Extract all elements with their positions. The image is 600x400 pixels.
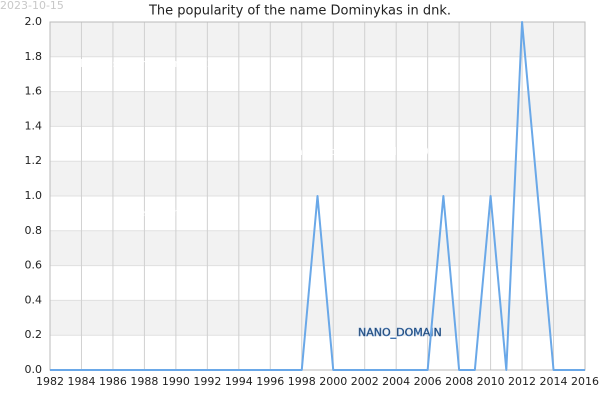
x-tick-label: 1998 [288, 375, 316, 388]
y-tick-label: 1.0 [25, 189, 43, 202]
x-tick-label: 2000 [319, 375, 347, 388]
chart-title: The popularity of the name Dominykas in … [148, 4, 451, 19]
x-tick-label: 1984 [67, 375, 95, 388]
x-tick-label: 2004 [382, 375, 410, 388]
x-tick-label: 1986 [99, 375, 127, 388]
x-tick-label: 2012 [508, 375, 536, 388]
plot-frame [49, 21, 586, 371]
grid-band [50, 161, 585, 196]
x-tick-label: 2010 [477, 375, 505, 388]
y-tick-label: 1.6 [25, 85, 43, 98]
y-tick-label: 2.0 [25, 15, 43, 28]
x-tick-label: 1982 [36, 375, 64, 388]
x-tick-label: 2006 [414, 375, 442, 388]
watermark: Names of the World © 2023 [80, 57, 235, 70]
y-tick-label: 0.0 [25, 363, 43, 376]
grid-band [50, 300, 585, 336]
grid-band [50, 230, 585, 266]
grid-band [50, 22, 585, 57]
x-tick-label: 1994 [225, 375, 253, 388]
x-tick-label: 2016 [571, 375, 599, 388]
date-stamp: 2023-10-15 [0, 0, 64, 12]
y-tick-label: 0.6 [25, 259, 43, 272]
y-tick-label: 0.4 [25, 293, 43, 306]
y-tick-label: 1.8 [25, 50, 43, 63]
y-tick-label: 0.2 [25, 328, 43, 341]
grid-band [50, 91, 585, 127]
annotation: NANO_DOMAIN [358, 326, 442, 339]
y-tick-label: 0.8 [25, 224, 43, 237]
x-tick-label: 1996 [256, 375, 284, 388]
x-tick-label: 2008 [445, 375, 473, 388]
x-tick-label: 1992 [193, 375, 221, 388]
x-tick-label: 2002 [351, 375, 379, 388]
data-line [50, 21, 585, 371]
watermark: Names of the World © 2023 [113, 206, 268, 219]
y-tick-label: 1.2 [25, 154, 43, 167]
y-tick-label: 1.4 [25, 119, 43, 132]
x-tick-label: 1990 [162, 375, 190, 388]
watermark: Names of the World © 2023 [288, 145, 443, 158]
x-tick-label: 1988 [130, 375, 158, 388]
x-tick-label: 2014 [540, 375, 568, 388]
